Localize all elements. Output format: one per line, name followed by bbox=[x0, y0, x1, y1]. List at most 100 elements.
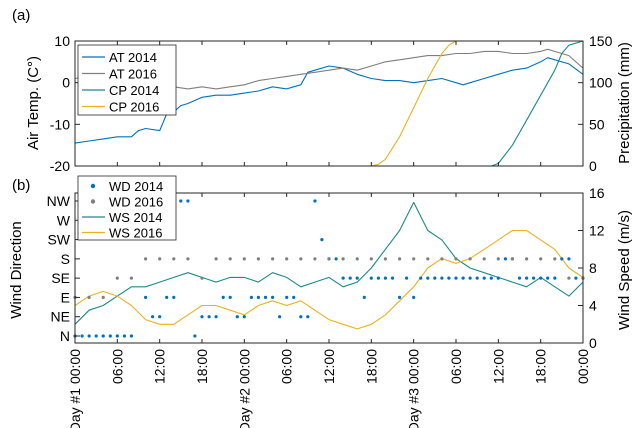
point-wd-2014 bbox=[525, 276, 529, 280]
x-tick-label: Day #1 00:00 bbox=[67, 349, 83, 428]
direction-tick-label: W bbox=[57, 212, 71, 228]
point-wd-2016 bbox=[412, 257, 416, 261]
point-wd-2016 bbox=[115, 276, 119, 280]
left-tick-label: 10 bbox=[54, 33, 70, 49]
right-tick-label: 150 bbox=[589, 33, 613, 49]
point-wd-2014 bbox=[256, 295, 260, 299]
direction-tick-label: E bbox=[61, 289, 70, 305]
point-wd-2014 bbox=[433, 276, 437, 280]
x-tick-label: 06:00 bbox=[109, 349, 125, 384]
point-wd-2014 bbox=[560, 257, 564, 261]
direction-tick-label: SE bbox=[51, 270, 70, 286]
point-wd-2014 bbox=[334, 257, 338, 261]
direction-tick-label: N bbox=[60, 328, 70, 344]
point-wd-2014 bbox=[517, 276, 522, 280]
left-tick-label: 0 bbox=[62, 75, 70, 91]
point-wd-2014 bbox=[87, 334, 91, 338]
point-wd-2014 bbox=[94, 334, 98, 338]
point-wd-2014 bbox=[263, 295, 268, 299]
point-wd-2014 bbox=[122, 334, 126, 338]
legend-label-ws-2014: WS 2014 bbox=[109, 210, 162, 225]
legend-label-at-2014: AT 2014 bbox=[109, 50, 157, 65]
direction-tick-label: S bbox=[61, 251, 70, 267]
point-wd-2014 bbox=[108, 334, 112, 338]
panel-b-label: (b) bbox=[12, 177, 30, 194]
point-wd-2016 bbox=[510, 257, 514, 261]
point-wd-2014 bbox=[292, 295, 296, 299]
point-wd-2014 bbox=[546, 276, 550, 280]
right-tick-label: 100 bbox=[589, 75, 613, 91]
point-wd-2014 bbox=[454, 276, 458, 280]
point-wd-2014 bbox=[249, 295, 253, 299]
panel-a-left-axis-title: Air Temp. (C°) bbox=[25, 56, 42, 150]
point-wd-2014 bbox=[496, 276, 500, 280]
point-wd-2014 bbox=[285, 295, 289, 299]
point-wd-2014 bbox=[383, 276, 387, 280]
point-wd-2014 bbox=[468, 276, 472, 280]
point-wd-2016 bbox=[383, 257, 387, 261]
point-wd-2016 bbox=[468, 257, 472, 261]
legend-label-at-2016: AT 2016 bbox=[109, 67, 157, 82]
point-wd-2014 bbox=[228, 295, 232, 299]
x-tick-label: 00:00 bbox=[575, 349, 591, 384]
series-line-at-2014 bbox=[74, 57, 584, 144]
point-wd-2014 bbox=[398, 295, 402, 299]
point-wd-2014 bbox=[193, 334, 197, 338]
point-wd-2014 bbox=[278, 315, 282, 319]
point-wd-2014 bbox=[539, 276, 543, 280]
point-wd-2014 bbox=[129, 334, 133, 338]
point-wd-2014 bbox=[271, 295, 275, 299]
point-wd-2016 bbox=[525, 257, 529, 261]
point-wd-2014 bbox=[369, 276, 373, 280]
point-wd-2014 bbox=[461, 276, 465, 280]
point-wd-2014 bbox=[475, 276, 479, 280]
point-wd-2014 bbox=[440, 276, 444, 280]
legend-label-cp-2016: CP 2016 bbox=[109, 100, 159, 115]
point-wd-2016 bbox=[129, 276, 133, 280]
point-wd-2014 bbox=[165, 295, 169, 299]
point-wd-2014 bbox=[503, 257, 507, 261]
point-wd-2014 bbox=[390, 276, 395, 280]
point-wd-2016 bbox=[553, 257, 557, 261]
x-tick-label: 06:00 bbox=[279, 349, 295, 384]
legend-swatch-wd-2014 bbox=[90, 183, 96, 189]
point-wd-2016 bbox=[242, 257, 246, 261]
right-tick-label: 0 bbox=[589, 335, 597, 351]
point-wd-2014 bbox=[553, 276, 557, 280]
point-wd-2014 bbox=[532, 276, 536, 280]
point-wd-2014 bbox=[158, 315, 162, 319]
series-line-ws-2016 bbox=[74, 229, 584, 330]
point-wd-2014 bbox=[151, 315, 155, 319]
point-wd-2014 bbox=[144, 295, 148, 299]
point-wd-2014 bbox=[405, 276, 409, 280]
point-wd-2014 bbox=[341, 276, 345, 280]
point-wd-2014 bbox=[221, 295, 225, 299]
panel-a-right-axis-title: Precipitation (mm) bbox=[616, 42, 633, 164]
right-tick-label: 4 bbox=[589, 298, 597, 314]
point-wd-2016 bbox=[313, 257, 317, 261]
x-tick-label: Day #2 00:00 bbox=[236, 349, 252, 428]
left-tick-label: -20 bbox=[50, 158, 70, 174]
point-wd-2016 bbox=[172, 257, 176, 261]
x-tick-label: 18:00 bbox=[363, 349, 379, 384]
x-tick-label: 12:00 bbox=[152, 349, 168, 384]
point-wd-2016 bbox=[496, 257, 500, 261]
legend-label-wd-2014: WD 2014 bbox=[109, 179, 163, 194]
legend-swatch-wd-2016 bbox=[90, 199, 96, 204]
point-wd-2016 bbox=[369, 257, 373, 261]
point-wd-2016 bbox=[256, 257, 260, 261]
right-tick-label: 16 bbox=[589, 185, 605, 201]
point-wd-2014 bbox=[348, 276, 352, 280]
point-wd-2016 bbox=[426, 257, 430, 261]
point-wd-2014 bbox=[306, 315, 310, 319]
point-wd-2014 bbox=[355, 276, 359, 280]
point-wd-2016 bbox=[186, 257, 190, 261]
point-wd-2016 bbox=[341, 257, 345, 261]
x-tick-label: 06:00 bbox=[448, 349, 464, 384]
point-wd-2016 bbox=[144, 257, 148, 261]
x-tick-label: 12:00 bbox=[490, 349, 506, 384]
panel-a-label: (a) bbox=[12, 7, 30, 24]
point-wd-2014 bbox=[214, 315, 218, 319]
